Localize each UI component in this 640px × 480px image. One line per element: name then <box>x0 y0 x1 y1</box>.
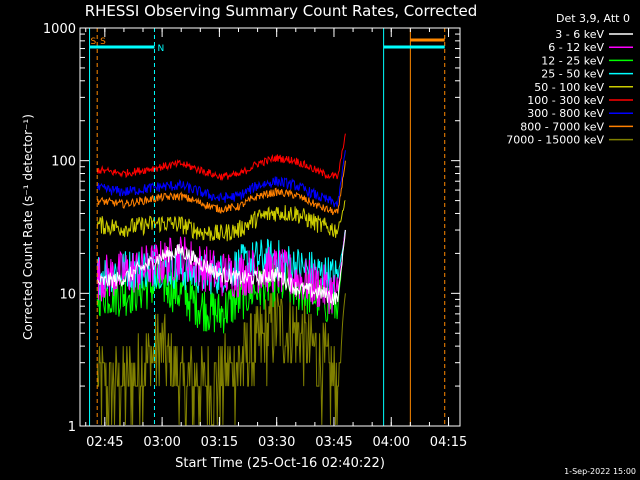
legend-label-4: 25 - 50 keV <box>541 68 604 81</box>
legend-label-2: 6 - 12 keV <box>548 41 604 54</box>
x-tick-label-4: 03:30 <box>258 435 295 450</box>
flag-label-1: S <box>91 37 97 47</box>
flag-group: S S N <box>89 37 445 54</box>
y-tick-label-3: 100 <box>51 155 76 170</box>
y-axis-label: Corrected Count Rate (s⁻¹ detector⁻¹) <box>21 114 35 340</box>
legend-label-7: 300 - 800 keV <box>527 107 604 120</box>
y-tick-label-1: 1 <box>68 420 76 435</box>
flag-label-2: S <box>100 37 106 47</box>
flag-label-3: N <box>157 44 164 54</box>
legend-label-5: 50 - 100 keV <box>534 81 604 94</box>
series-line-6 <box>96 133 346 182</box>
x-tick-label-2: 03:00 <box>143 435 180 450</box>
y-tick-label-4: 1000 <box>43 22 76 37</box>
series-line-5 <box>96 200 346 242</box>
legend-label-6: 100 - 300 keV <box>527 94 604 107</box>
marker-group <box>89 28 446 426</box>
x-tick-label-6: 04:00 <box>373 435 410 450</box>
x-tick-label-7: 04:15 <box>430 435 467 450</box>
x-tick-label-3: 03:15 <box>201 435 238 450</box>
x-tick-label-5: 03:45 <box>315 435 352 450</box>
axis-group: 02:45 03:00 03:15 03:30 03:45 04:00 04:15 1 10 10… <box>43 22 467 450</box>
x-tick-label-1: 02:45 <box>86 435 123 450</box>
series-line-8 <box>96 160 346 216</box>
series-line-9 <box>96 293 346 426</box>
legend-label-3: 12 - 25 keV <box>541 54 604 67</box>
legend-label-9: 7000 - 15000 keV <box>506 134 604 147</box>
series-group <box>96 133 346 426</box>
chart-title: RHESSI Observing Summary Count Rates, Co… <box>85 2 478 20</box>
x-axis-label: Start Time (25-Oct-16 02:40:22) <box>175 456 385 471</box>
series-line-4 <box>96 229 346 297</box>
footer-date: 1-Sep-2022 15:00 <box>564 467 636 476</box>
plot-frame <box>79 27 461 427</box>
series-line-1 <box>97 229 346 306</box>
y-tick-label-2: 10 <box>59 287 76 302</box>
legend-label-1: 3 - 6 keV <box>555 28 604 41</box>
legend-header: Det 3,9, Att 0 <box>556 12 630 25</box>
legend-label-8: 800 - 7000 keV <box>520 120 604 133</box>
series-line-7 <box>96 150 346 208</box>
